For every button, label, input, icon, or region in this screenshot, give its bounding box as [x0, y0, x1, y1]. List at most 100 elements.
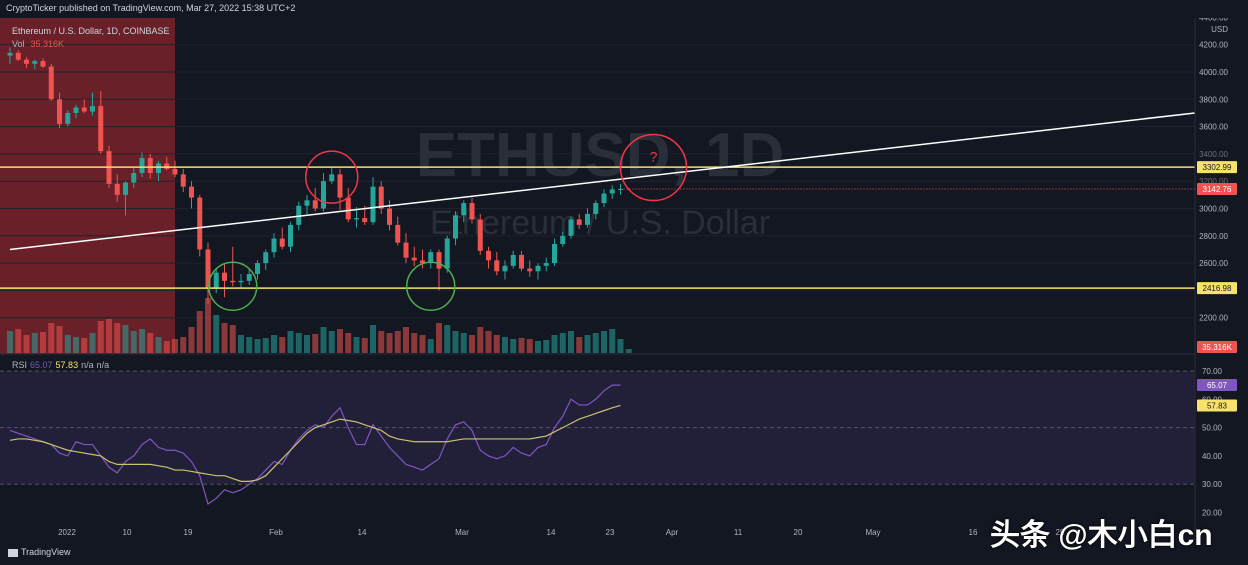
- candle-body: [585, 213, 590, 225]
- candle-body: [403, 242, 409, 258]
- volume-bar: [40, 332, 46, 353]
- time-tick-label: 11: [734, 528, 743, 537]
- candle-body: [15, 52, 21, 60]
- candle-body: [164, 163, 170, 169]
- candle-body: [378, 186, 384, 209]
- time-tick-label: 25: [1056, 528, 1065, 537]
- volume-bar: [345, 333, 352, 353]
- candle-body: [189, 186, 194, 198]
- trendline[interactable]: [9, 112, 1196, 251]
- volume-bar: [370, 325, 376, 353]
- volume-bar: [155, 337, 162, 353]
- time-tick-label: 14: [358, 528, 367, 537]
- candle-body: [593, 203, 599, 214]
- volume-bar: [469, 335, 475, 353]
- axis-badge: [1197, 183, 1237, 196]
- red-highlight-zone: [0, 18, 175, 354]
- candle-body: [205, 249, 211, 288]
- publish-info: CryptoTicker published on TradingView.co…: [6, 3, 296, 13]
- candle-body: [246, 274, 252, 281]
- volume-bars: [7, 298, 632, 353]
- candle-body: [139, 157, 145, 174]
- candle-body: [609, 189, 615, 194]
- tradingview-footer[interactable]: TradingView: [8, 547, 71, 557]
- volume-bar: [213, 315, 220, 353]
- volume-bar: [23, 335, 30, 353]
- volume-bar: [535, 341, 541, 353]
- time-tick-label: Apr: [666, 528, 679, 537]
- volume-bar: [493, 335, 500, 353]
- candle-body: [57, 99, 62, 124]
- volume-bar: [485, 331, 492, 353]
- volume-bar: [48, 323, 55, 353]
- candle-body: [263, 252, 269, 264]
- candle-body: [453, 215, 458, 239]
- candle-body: [395, 224, 401, 243]
- volume-bar: [56, 326, 63, 353]
- candle-body: [304, 200, 310, 206]
- axis-badge-label: 3302.99: [1203, 163, 1232, 172]
- header-bar: CryptoTicker published on TradingView.co…: [0, 0, 1248, 18]
- watermark-ticker: ETHUSD, 1D: [416, 121, 785, 190]
- volume-bar: [163, 341, 170, 353]
- candle-body: [48, 66, 54, 100]
- candle-body: [354, 218, 359, 220]
- candle-body: [469, 203, 475, 220]
- candles: [7, 47, 623, 305]
- volume-bar: [518, 338, 525, 353]
- volume-bar: [312, 334, 319, 353]
- candle-body: [238, 280, 244, 283]
- volume-bar: [205, 298, 211, 353]
- volume-bar: [559, 333, 566, 353]
- volume-bar: [89, 333, 96, 353]
- horizontal-levels[interactable]: [0, 166, 1195, 289]
- candle-body: [123, 182, 128, 195]
- rsi-value: 65.07: [30, 360, 53, 370]
- volume-bar: [64, 335, 71, 353]
- volume-bar: [419, 335, 426, 353]
- candle-body: [271, 238, 277, 253]
- axis-badge-label: 57.83: [1207, 401, 1228, 410]
- chart-legend[interactable]: Ethereum / U.S. Dollar, 1D, COINBASE Vol…: [12, 25, 170, 51]
- volume-bar: [271, 335, 277, 353]
- volume-bar: [114, 323, 121, 353]
- rsi-legend[interactable]: RSI 65.07 57.83 n/a n/a: [12, 360, 110, 370]
- candle-body: [329, 174, 335, 182]
- volume-bar: [262, 338, 269, 353]
- axis-badges: 3302.99 2416.98 3142.76 35.316K 65.07 57.83: [1197, 161, 1237, 412]
- volume-bar: [7, 331, 13, 353]
- annotation-circles[interactable]: [208, 133, 688, 312]
- volume-bar: [238, 335, 244, 353]
- volume-bar: [386, 333, 393, 353]
- candle-body: [288, 224, 293, 247]
- candle-body: [337, 174, 343, 198]
- time-tick-label: 2022: [58, 528, 76, 537]
- candle-body: [32, 61, 38, 64]
- time-axis[interactable]: 2022 10 19 Feb 14 Mar 14 23 Apr 11 20 May 16 25: [58, 528, 1065, 537]
- candle-body: [156, 163, 161, 174]
- rsi-ma-line: [9, 404, 621, 482]
- volume-bar: [394, 331, 401, 353]
- candle-body: [444, 238, 450, 269]
- volume-bar: [97, 321, 104, 353]
- axis-badge: [1197, 341, 1237, 353]
- tradingview-logo-icon: [8, 548, 18, 557]
- volume-bar: [353, 337, 360, 353]
- time-tick-label: Feb: [269, 528, 283, 537]
- candle-body: [535, 265, 541, 272]
- axis-badge: [1197, 161, 1237, 174]
- volume-bar: [81, 338, 88, 353]
- volume-bar: [444, 325, 451, 353]
- volume-bar: [584, 335, 591, 353]
- volume-bar: [526, 339, 533, 353]
- price-tick-label: 3400.00: [1199, 150, 1228, 159]
- candle-body: [197, 197, 203, 250]
- volume-bar: [477, 327, 484, 353]
- volume-bar: [568, 331, 574, 353]
- annotation-circle: [305, 150, 359, 204]
- volume-bar: [452, 331, 459, 353]
- annotation-circle: [619, 133, 688, 202]
- time-tick-label: 19: [184, 528, 193, 537]
- candle-body: [601, 193, 607, 204]
